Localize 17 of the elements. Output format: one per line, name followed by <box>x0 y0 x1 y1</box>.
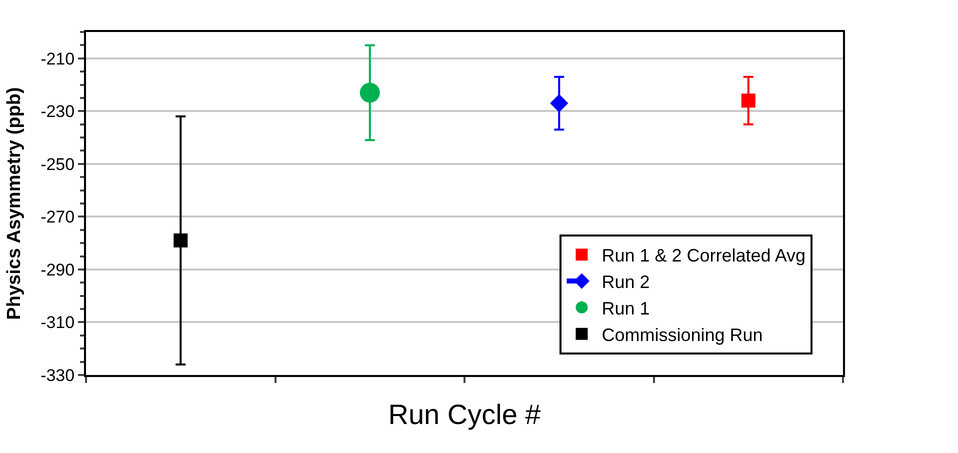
y-tick-label: -310 <box>40 313 75 332</box>
y-tick-label: -270 <box>40 208 75 227</box>
legend-label: Run 1 <box>602 298 650 318</box>
x-axis-title: Run Cycle # <box>388 399 542 430</box>
legend-label: Run 2 <box>602 272 650 292</box>
y-tick-label: -290 <box>40 260 75 280</box>
legend-label: Run 1 & 2 Correlated Avg <box>602 246 806 266</box>
point <box>550 94 568 112</box>
y-tick-label: -210 <box>40 49 75 68</box>
legend-label: Commissioning Run <box>602 324 763 345</box>
point <box>360 82 380 103</box>
y-axis-title: Physics Asymmetry (ppb) <box>4 87 25 320</box>
y-tick-label: -250 <box>40 154 75 174</box>
y-tick-label: -330 <box>40 366 75 385</box>
point <box>741 94 756 108</box>
point <box>174 233 188 248</box>
y-tick-label: -230 <box>40 102 75 122</box>
